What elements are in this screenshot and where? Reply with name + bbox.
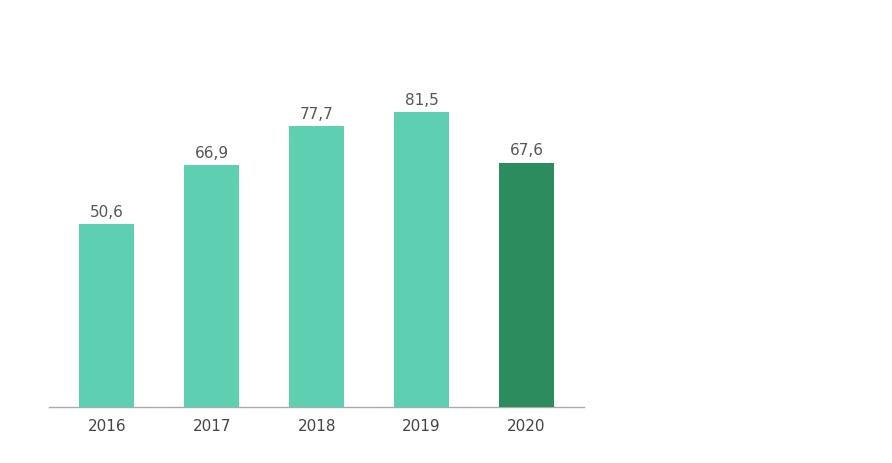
Bar	[185, 166, 239, 407]
Bar	[394, 113, 449, 407]
Text: 77,7: 77,7	[300, 106, 334, 121]
Text: milioni di euro: milioni di euro	[648, 181, 853, 206]
Text: investimenti netti
ambiente: investimenti netti ambiente	[648, 247, 783, 283]
Text: 66,9: 66,9	[194, 145, 228, 160]
Bar	[500, 163, 554, 407]
Bar	[289, 127, 344, 407]
Bar	[79, 225, 134, 407]
Text: 67,6: 67,6	[648, 108, 786, 163]
Text: 67,6: 67,6	[509, 143, 543, 158]
Text: 81,5: 81,5	[405, 93, 439, 108]
Text: 50,6: 50,6	[90, 204, 124, 219]
